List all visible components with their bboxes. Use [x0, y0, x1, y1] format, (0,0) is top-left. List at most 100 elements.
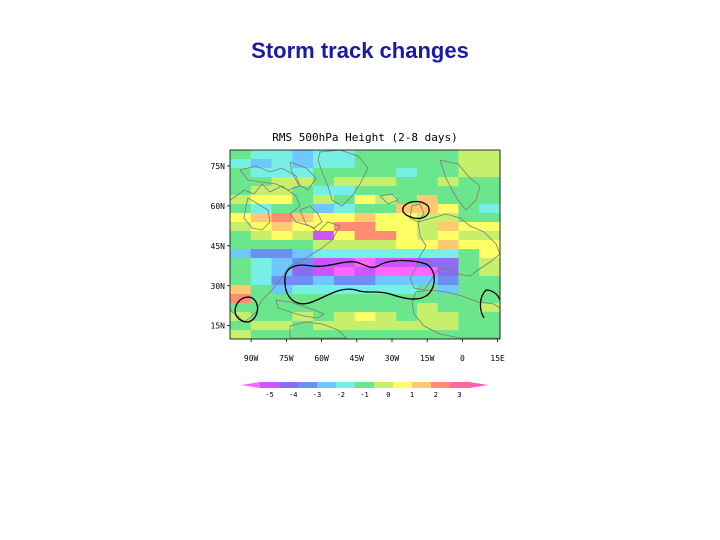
lat-tick-label: 30N — [211, 282, 226, 291]
grid-cell — [365, 150, 376, 160]
grid-cell — [479, 321, 491, 331]
grid-cell — [385, 258, 397, 268]
grid-cell — [230, 195, 241, 205]
grid-cell — [385, 312, 397, 322]
grid-cell — [458, 159, 470, 169]
grid-cell — [250, 222, 262, 232]
grid-cell — [479, 213, 491, 223]
grid-cell — [230, 231, 241, 241]
colorbar-cell — [260, 382, 280, 388]
grid-cell — [354, 186, 366, 196]
grid-cell — [240, 213, 252, 223]
grid-cell — [323, 159, 335, 169]
grid-cell — [344, 267, 356, 277]
grid-cell — [437, 240, 449, 250]
grid-cell — [240, 330, 252, 340]
grid-cell — [333, 294, 345, 304]
grid-cell — [271, 276, 283, 286]
grid-cell — [313, 276, 324, 286]
grid-cell — [416, 222, 428, 232]
grid-cell — [240, 276, 252, 286]
grid-cell — [427, 330, 439, 340]
map-frame — [229, 149, 501, 340]
grid-cell — [271, 267, 283, 277]
grid-cell — [344, 204, 356, 214]
grid-cell — [396, 303, 408, 313]
grid-cell — [479, 240, 491, 250]
grid-cell — [385, 249, 397, 259]
grid-cell — [396, 159, 408, 169]
grid-cell — [437, 231, 449, 241]
grid-cell — [302, 159, 314, 169]
contour-east-edge — [479, 289, 501, 319]
grid-cell — [468, 285, 480, 295]
grid-cell — [468, 303, 480, 313]
grid-cell — [448, 168, 459, 178]
grid-cell — [323, 222, 335, 232]
grid-cell — [396, 258, 408, 268]
grid-cell — [448, 186, 459, 196]
grid-cell — [385, 222, 397, 232]
grid-cell — [281, 150, 293, 160]
grid-cell — [396, 231, 408, 241]
grid-cell — [396, 267, 408, 277]
grid-cell — [281, 159, 293, 169]
grid-cell — [344, 330, 356, 340]
grid-cell — [479, 267, 491, 277]
grid-cell — [292, 150, 304, 160]
grid-cell — [489, 222, 501, 232]
grid-cell — [479, 276, 491, 286]
grid-cell — [489, 294, 501, 304]
grid-cell — [406, 276, 418, 286]
grid-cell — [250, 231, 262, 241]
grid-cell — [261, 249, 273, 259]
grid-cell — [458, 312, 470, 322]
grid-cell — [479, 204, 491, 214]
grid-cell — [479, 168, 491, 178]
grid-cell — [437, 213, 449, 223]
grid-cell — [261, 213, 273, 223]
grid-cell — [458, 204, 470, 214]
grid-cell — [271, 240, 283, 250]
colorbar-label: -3 — [313, 391, 321, 399]
grid-cell — [468, 294, 480, 304]
grid-cell — [261, 177, 273, 187]
lon-tick-label: 15W — [420, 354, 435, 363]
grid-cell — [396, 150, 408, 160]
grid-cell — [313, 150, 324, 160]
grid-cell — [365, 321, 376, 331]
grid-cell — [489, 330, 501, 340]
grid-cell — [365, 159, 376, 169]
grid-cell — [271, 159, 283, 169]
grid-cell — [250, 303, 262, 313]
grid-cell — [261, 150, 273, 160]
grid-cell — [406, 231, 418, 241]
grid-cell — [416, 231, 428, 241]
grid-cell — [437, 195, 449, 205]
grid-cell — [250, 330, 262, 340]
grid-cell — [323, 258, 335, 268]
grid-cell — [396, 249, 408, 259]
grid-cell — [416, 321, 428, 331]
grid-cell — [230, 276, 241, 286]
lat-tick-label: 75N — [211, 162, 226, 171]
grid-cell — [468, 321, 480, 331]
grid-cell — [416, 267, 428, 277]
grid-cell — [281, 303, 293, 313]
grid-cell — [365, 222, 376, 232]
grid-cell — [271, 249, 283, 259]
grid-cell — [240, 231, 252, 241]
grid-cell — [230, 330, 241, 340]
grid-cell — [489, 213, 501, 223]
grid-cell — [323, 195, 335, 205]
grid-cell — [375, 267, 387, 277]
coast-iceland — [379, 193, 399, 205]
grid-cell — [396, 240, 408, 250]
grid-cell — [375, 294, 387, 304]
grid-cell — [458, 276, 470, 286]
grid-cell — [406, 159, 418, 169]
grid-cell — [458, 267, 470, 277]
grid-cell — [240, 267, 252, 277]
grid-cell — [406, 267, 418, 277]
grid-cell — [448, 150, 459, 160]
